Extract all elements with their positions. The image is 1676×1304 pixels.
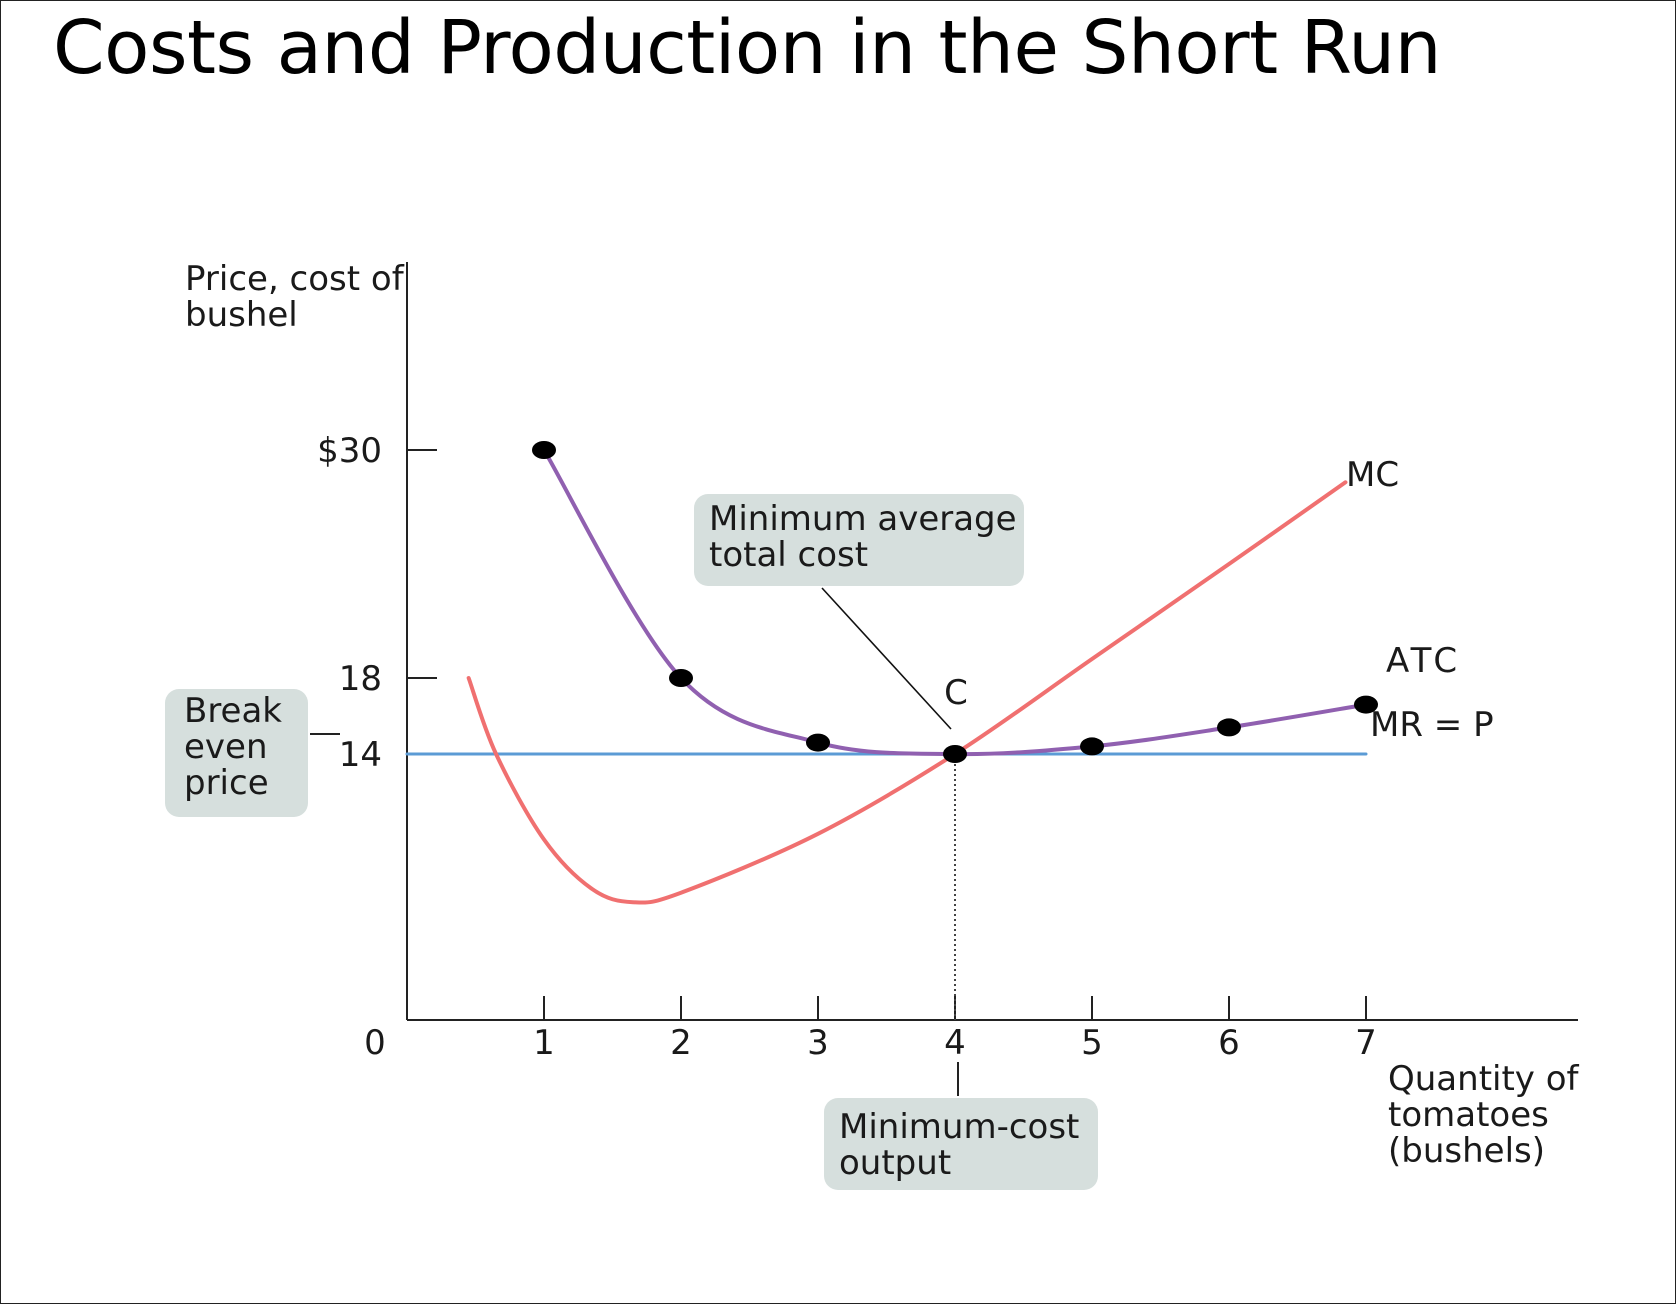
x-axis-label-line2: tomatoes (1388, 1095, 1549, 1135)
point-label-c: C (944, 673, 968, 713)
y-tick-label-0: $30 (317, 431, 382, 471)
x-tick-label-3: 4 (944, 1023, 966, 1063)
origin-label: 0 (364, 1023, 386, 1063)
page-title: Costs and Production in the Short Run (53, 5, 1442, 91)
series-label-mr-p: MR = P (1370, 705, 1494, 745)
atc-point-5 (1080, 737, 1104, 756)
series-label-mc: MC (1346, 455, 1399, 495)
break-even-callout-line2: even (184, 727, 268, 767)
x-tick-label-5: 6 (1218, 1023, 1240, 1063)
y-axis-label-line2: bushel (185, 295, 298, 335)
min-cost-output-callout-line1: Minimum-cost (839, 1107, 1079, 1147)
y-tick-label-2: 14 (339, 735, 382, 775)
markers-layer (532, 441, 1378, 763)
min-atc-callout-line1: Minimum average (709, 499, 1017, 539)
break-even-callout-line1: Break (184, 691, 282, 731)
y-axis-label-line1: Price, cost of (185, 259, 405, 299)
atc-point-4 (943, 745, 967, 763)
x-tick-label-1: 2 (670, 1023, 692, 1063)
atc-point-6 (1217, 718, 1241, 737)
atc-point-7 (1354, 695, 1378, 714)
series-label-atc: ATC (1386, 641, 1461, 681)
min-cost-output-callout-box (824, 1098, 1098, 1190)
x-tick-label-4: 5 (1081, 1023, 1103, 1063)
x-axis-label-line3: (bushels) (1388, 1131, 1545, 1171)
min-cost-output-callout-line2: output (839, 1143, 951, 1183)
x-tick-label-2: 3 (807, 1023, 829, 1063)
break-even-callout-line3: price (184, 763, 269, 803)
x-axis-label-line1: Quantity of (1388, 1059, 1580, 1099)
y-ticks: $30 18 14 (317, 431, 437, 775)
atc-point-3 (806, 733, 830, 752)
series-line-mc (466, 480, 1348, 905)
atc-point-2 (669, 669, 693, 687)
atc-point-1 (532, 441, 556, 459)
min-atc-callout-line2: total cost (709, 535, 868, 575)
y-tick-label-1: 18 (339, 659, 382, 699)
x-ticks: 1 2 3 4 5 6 7 (533, 996, 1377, 1063)
x-tick-label-6: 7 (1355, 1023, 1377, 1063)
min-atc-callout-box (694, 494, 1024, 586)
min-atc-leader-line (821, 587, 952, 730)
x-tick-label-0: 1 (533, 1023, 555, 1063)
break-even-callout-box (165, 689, 308, 817)
